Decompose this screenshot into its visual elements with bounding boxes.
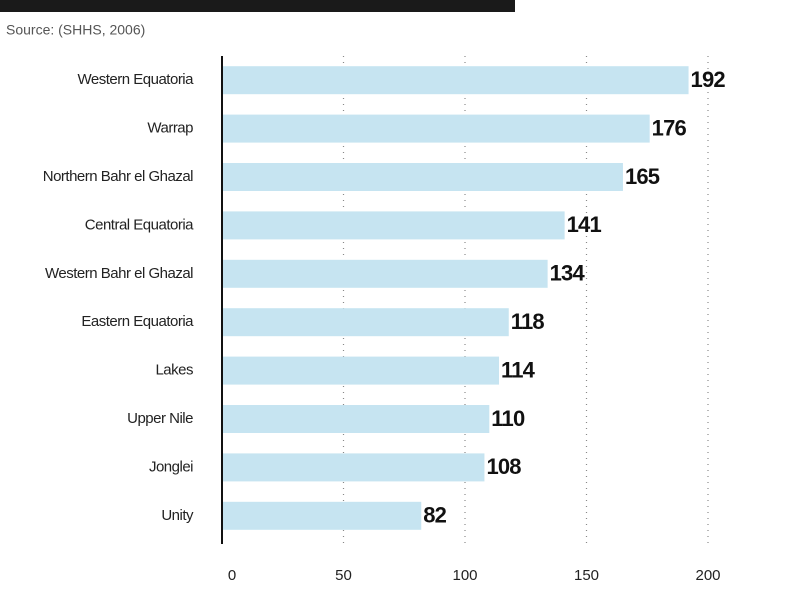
data-label: 118 (511, 309, 545, 334)
data-label: 108 (486, 454, 521, 479)
x-tick-label: 200 (695, 567, 720, 584)
y-tick-label: Upper Nile (127, 410, 193, 427)
y-tick-label: Jonglei (149, 458, 193, 475)
data-label: 165 (625, 164, 660, 189)
y-tick-label: Northern Bahr el Ghazal (43, 168, 193, 185)
bar (222, 115, 650, 143)
x-tick-label: 100 (452, 567, 477, 584)
bar (222, 163, 623, 191)
x-tick-label: 150 (574, 567, 599, 584)
source: Source: (SHHS, 2006) (6, 22, 145, 38)
data-label: 141 (567, 212, 602, 237)
page: {"chart_data": {"type": "bar", "orientat… (0, 0, 795, 596)
bar (222, 66, 689, 94)
data-label: 192 (691, 67, 726, 92)
data-label: 176 (652, 115, 687, 140)
data-label: 82 (423, 503, 446, 528)
y-tick-label: Central Equatoria (85, 216, 194, 233)
bar (222, 308, 509, 336)
data-label: 134 (550, 261, 586, 286)
y-tick-label: Western Equatoria (78, 71, 195, 88)
y-tick-label: Lakes (155, 362, 193, 379)
y-tick-label: Unity (161, 507, 194, 524)
data-label: 110 (491, 406, 525, 431)
y-tick-label: Warrap (147, 120, 193, 137)
y-tick-label: Western Bahr el Ghazal (45, 265, 193, 282)
data-label: 114 (501, 357, 536, 382)
bar (222, 405, 489, 433)
bar (222, 357, 499, 385)
bar (222, 502, 421, 530)
y-tick-label: Eastern Equatoria (81, 313, 194, 330)
x-tick-label: 50 (335, 567, 352, 584)
x-tick-label: 0 (228, 567, 236, 584)
bar (222, 260, 548, 288)
bar (222, 211, 565, 239)
header-bar (0, 0, 515, 12)
chart: Source: (SHHS, 2006) 0 50 100 150 200 Western… (0, 0, 795, 596)
bar (222, 453, 484, 481)
